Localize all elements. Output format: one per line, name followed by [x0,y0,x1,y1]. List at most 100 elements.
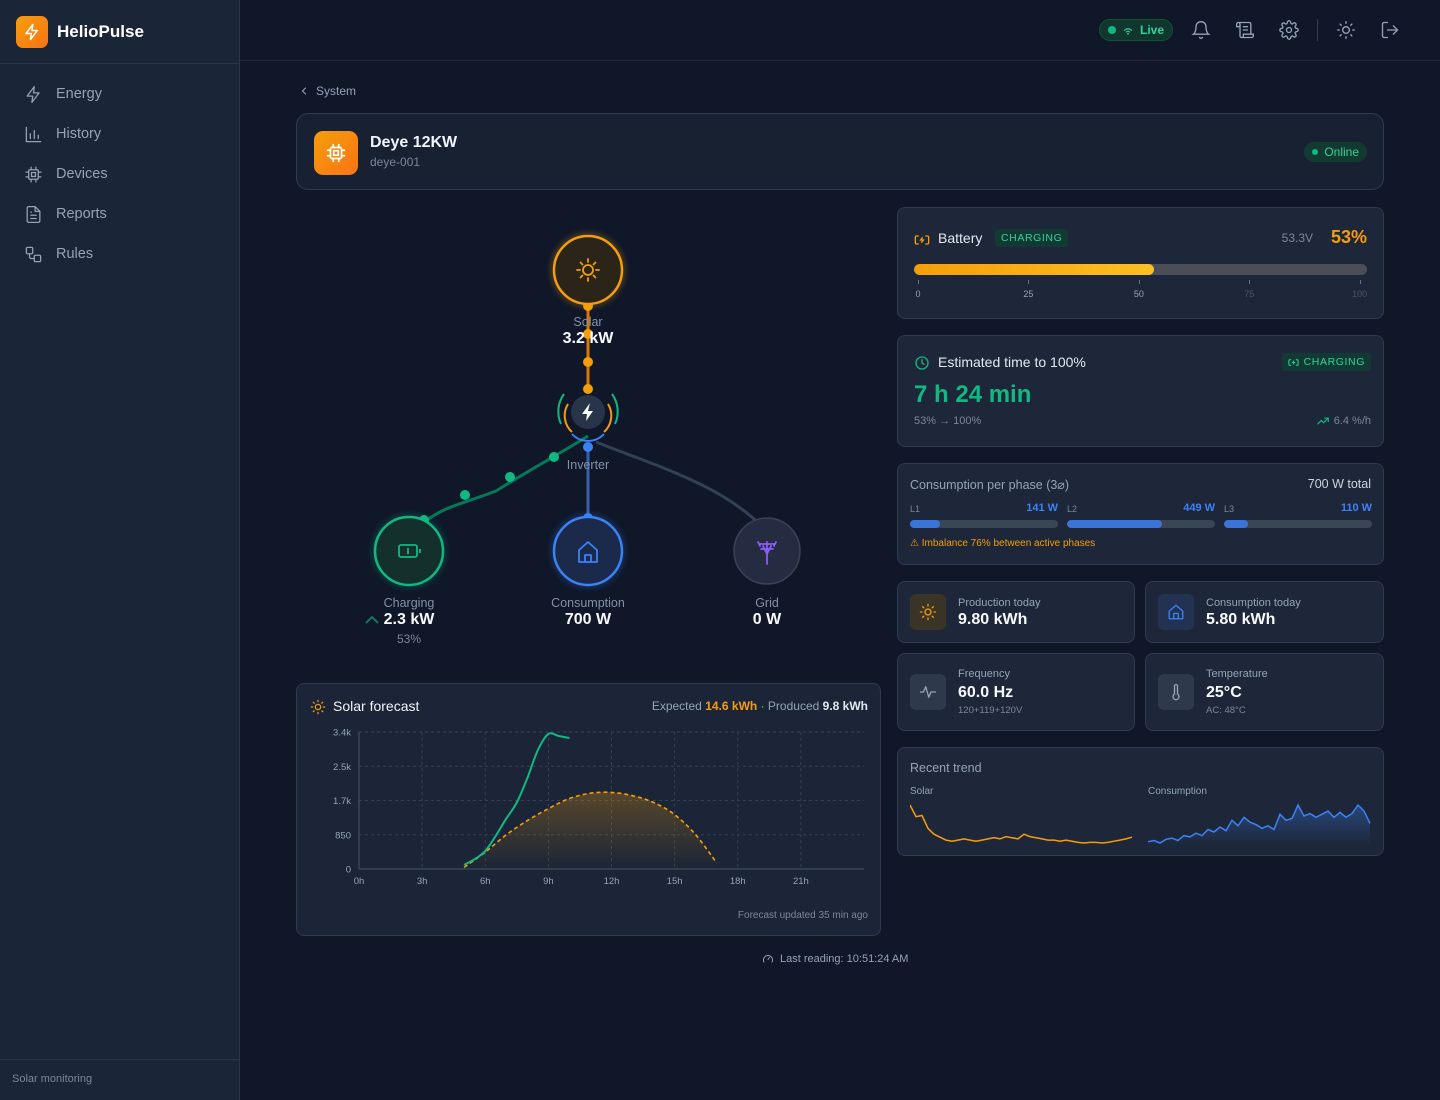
sidebar-item-reports[interactable]: Reports [0,194,239,234]
eta-title: Estimated time to 100% [938,354,1086,370]
x-tick-label: 15h [667,876,683,887]
y-tick-label: 2.5k [333,762,351,773]
online-dot [1312,149,1319,155]
phase-consumption-card: Consumption per phase (3⌀) 700 W total L… [897,463,1384,565]
gear-icon[interactable] [1279,20,1299,40]
sidebar: HelioPulse Energy History Devices Report… [0,0,240,1100]
sidebar-item-rules[interactable]: Rules [0,234,239,274]
energy-flow-canvas [365,233,801,624]
sun-icon [576,258,600,282]
recent-trend-card: Recent trend Solar Consumption [897,747,1384,856]
sidebar-item-history[interactable]: History [0,114,239,154]
battery-power-value: 2.3 kW [383,611,435,628]
inverter-label: Inverter [566,458,610,472]
grid-label: Grid [755,596,779,610]
breadcrumb[interactable]: System [298,84,356,98]
battery-charging-icon [914,235,930,245]
expected-label: Expected [651,699,702,713]
power-tower-icon [757,541,777,565]
battery-scale: 0 25 50 75 100 [914,280,1367,300]
frequency-card: Frequency 60.0 Hz 120+119+120V [897,653,1135,731]
home-icon [1158,594,1194,630]
consumption-today-card: Consumption today 5.80 kWh [1145,581,1384,643]
stat-label: Consumption today [1206,597,1301,609]
battery-scale-label: 100 [1352,289,1368,299]
solar-forecast-card: Solar forecast Expected 14.6 kWh · Produ… [296,683,881,936]
x-tick-label: 0h [354,876,365,887]
scroll-icon[interactable] [1235,20,1255,40]
sun-icon [910,594,946,630]
produced-label: Produced [767,699,820,713]
bar-chart-icon [25,126,42,142]
y-tick-label: 1.7k [333,796,351,807]
battery-label: Charging [383,596,435,610]
trend-solar-label: Solar [910,786,934,797]
battery-level-fill [914,264,1155,275]
sidebar-footer: Solar monitoring [0,1059,239,1100]
topbar: Live [240,0,1440,61]
stat-sub: 120+119+120V [958,705,1023,716]
eta-range: 53% → 100% [914,415,982,427]
eta-rate: 6.4 %/h [1316,414,1371,428]
x-tick-label: 18h [730,876,746,887]
solar-value: 3.2 kW [562,330,614,347]
pulse-icon [910,674,946,710]
sidebar-item-devices[interactable]: Devices [0,154,239,194]
battery-scale-tick [1249,280,1251,284]
expected-value: 14.6 kWh [705,699,758,713]
consumption-node[interactable] [551,514,625,588]
wifi-icon [1123,28,1133,35]
consumption-value: 700 W [564,611,612,628]
inverter-bolt-icon [582,403,593,421]
eta-card: Estimated time to 100% CHARGING 7 h 24 m… [897,335,1384,447]
chevron-left-icon [301,87,307,95]
forecast-summary: Expected 14.6 kWh · Produced 9.8 kWh [652,699,868,713]
status-badge: Online [1304,142,1367,162]
charging-badge: CHARGING [995,229,1069,247]
phase-value: 141 W [1026,502,1058,514]
stat-label: Temperature [1206,668,1268,680]
battery-scale-label: 50 [1133,289,1144,299]
device-chip-icon [314,131,358,175]
live-indicator[interactable]: Live [1099,19,1174,41]
battery-level-bar [914,264,1367,275]
logout-icon[interactable] [1380,20,1400,40]
grid-node[interactable] [733,517,801,585]
device-header-card: Deye 12KW deye-001 Online [296,113,1384,190]
bell-icon[interactable] [1191,20,1211,40]
phase-total: 700 W total [1307,477,1371,491]
sidebar-nav: Energy History Devices Reports Rules [0,64,239,274]
trending-up-icon [1316,417,1329,425]
battery-icon [398,544,421,558]
x-tick-label: 6h [480,876,491,887]
production-today-card: Production today 9.80 kWh [897,581,1135,643]
home-icon [578,541,598,563]
sidebar-item-label: Rules [56,246,94,262]
sidebar-item-energy[interactable]: Energy [0,74,239,114]
sun-icon [310,699,326,715]
live-label: Live [1140,23,1165,37]
gauge-icon [763,955,773,963]
forecast-title: Solar forecast [333,698,420,714]
battery-card: Battery CHARGING 53.3V 53% 0 25 50 75 100 [897,207,1384,319]
phase-name: L1 [910,504,921,514]
expected-area [464,792,717,869]
phase-bar-fill [910,520,940,528]
x-tick-label: 21h [793,876,809,887]
bolt-icon [26,85,40,103]
battery-title: Battery [938,230,983,246]
solar-sparkline-path [910,804,1133,844]
y-tick-label: 850 [335,830,351,841]
stat-value: 5.80 kWh [1206,611,1276,628]
solar-node[interactable] [551,233,625,307]
live-dot [1108,26,1116,34]
x-tick-label: 12h [604,876,620,887]
battery-scale-tick [1028,280,1030,284]
battery-scale-tick [918,280,919,284]
inverter-node[interactable] [557,393,619,442]
battery-node[interactable] [372,514,446,588]
sidebar-item-label: Energy [56,86,102,102]
brand[interactable]: HelioPulse [0,0,239,64]
sun-icon[interactable] [1336,20,1356,40]
eta-value: 7 h 24 min [914,381,1032,408]
